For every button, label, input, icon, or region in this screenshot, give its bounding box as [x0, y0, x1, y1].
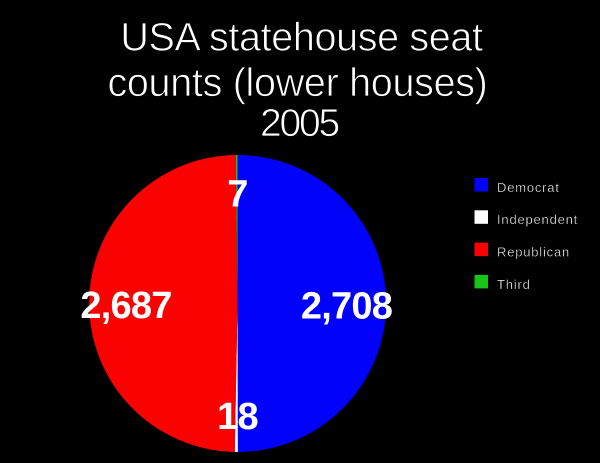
svg-text:2,687: 2,687	[80, 285, 171, 327]
svg-text:Republican: Republican	[497, 245, 570, 260]
svg-text:Democrat: Democrat	[497, 180, 560, 195]
svg-text:2,708: 2,708	[301, 286, 392, 328]
svg-text:counts (lower houses): counts (lower houses)	[107, 61, 487, 105]
svg-text:USA statehouse seat: USA statehouse seat	[120, 16, 483, 60]
svg-text:18: 18	[217, 396, 258, 438]
svg-text:Third: Third	[497, 277, 531, 292]
svg-text:7: 7	[227, 174, 247, 216]
svg-text:Independent: Independent	[497, 212, 578, 227]
svg-text:2005: 2005	[260, 102, 339, 145]
